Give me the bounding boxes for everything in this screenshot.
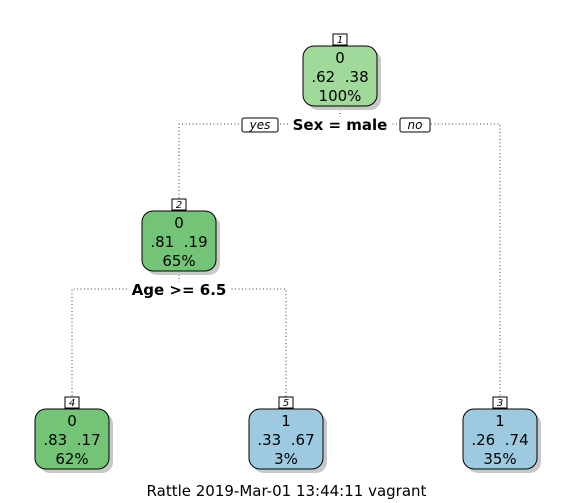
node-number: 4	[69, 398, 75, 409]
tree-node-5: 5 1.33 .673%	[248, 396, 327, 473]
node-number-box	[278, 396, 294, 409]
node-pct: 100%	[319, 87, 362, 105]
split-label-age-bg	[128, 282, 230, 299]
split-label-age: Age >= 6.5	[132, 281, 227, 299]
node-number: 5	[283, 398, 289, 409]
yes-tag: yes	[249, 118, 271, 132]
node-pct: 62%	[55, 450, 88, 468]
node-probs: .26 .74	[471, 431, 528, 449]
node-class: 0	[67, 412, 77, 430]
edge-2-5	[179, 288, 287, 398]
split-label-sex-bg	[289, 117, 391, 134]
node-number-box	[64, 396, 80, 409]
node-box	[302, 45, 378, 107]
no-tag-box	[399, 117, 431, 133]
node-box	[34, 408, 110, 470]
node-box	[462, 408, 538, 470]
node-box	[141, 210, 217, 272]
edge-1-3	[340, 123, 501, 398]
node-probs: .83 .17	[43, 431, 100, 449]
node-box	[248, 408, 324, 470]
split-label-sex: Sex = male	[293, 116, 388, 134]
no-tag: no	[408, 118, 423, 132]
node-probs: .62 .38	[311, 68, 368, 86]
node-class: 1	[495, 412, 505, 430]
node-class: 0	[174, 214, 184, 232]
node-number: 1	[337, 35, 343, 46]
node-number: 3	[497, 398, 503, 409]
node-number-box	[171, 198, 187, 211]
node-class: 0	[335, 49, 345, 67]
node-probs: .81 .19	[150, 233, 207, 251]
node-number-box	[492, 396, 508, 409]
caption: Rattle 2019-Mar-01 13:44:11 vagrant	[146, 482, 427, 500]
node-number-box	[332, 33, 348, 46]
node-pct: 65%	[162, 252, 195, 270]
node-number: 2	[176, 200, 182, 211]
edge-2-4	[71, 271, 180, 398]
node-probs: .33 .67	[257, 431, 314, 449]
node-pct: 35%	[483, 450, 516, 468]
node-class: 1	[281, 412, 291, 430]
node-pct: 3%	[274, 450, 298, 468]
yes-tag-box	[241, 117, 279, 133]
